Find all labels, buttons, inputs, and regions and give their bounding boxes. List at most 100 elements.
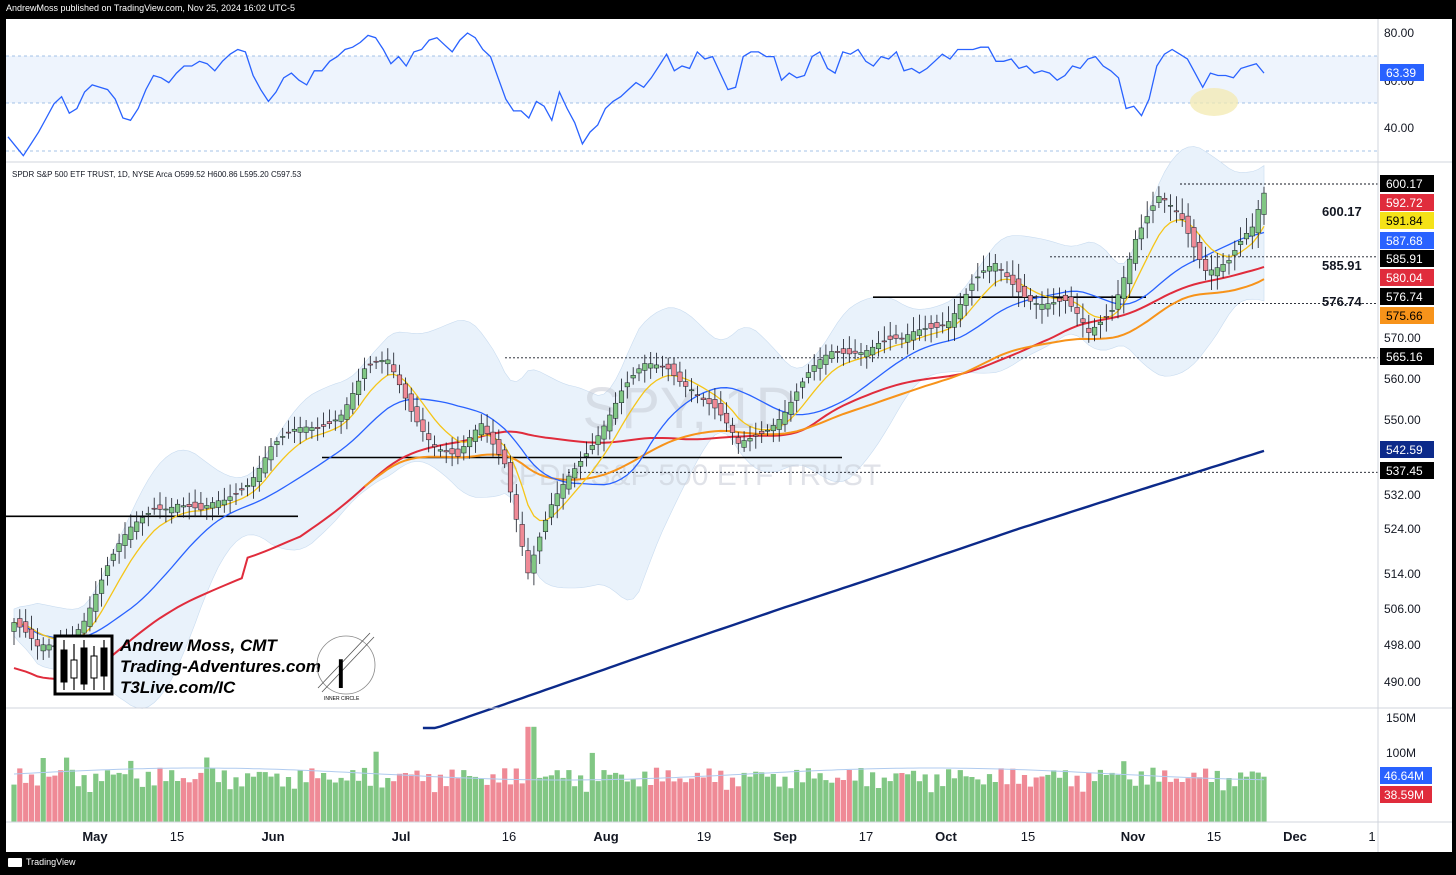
volume-bar: [1033, 777, 1039, 822]
price-tag: 600.17: [1380, 175, 1434, 192]
candle: [262, 446, 268, 478]
volume-bar: [420, 781, 426, 822]
candle: [198, 492, 204, 516]
volume-bar: [496, 782, 502, 822]
volume-bar: [309, 768, 315, 822]
candle: [87, 596, 93, 632]
candle: [981, 255, 987, 279]
volume-bar: [227, 789, 233, 822]
candle: [642, 354, 648, 383]
price-tick: 560.00: [1384, 372, 1421, 386]
tradingview-logo-icon: [8, 857, 22, 867]
candle: [671, 357, 677, 386]
volume-bar: [595, 781, 601, 822]
candle: [531, 545, 537, 586]
x-axis: May 15 Jun Jul 16 Aug 19 Sep 17 Oct 15 Nov 15 Dec 1: [82, 829, 1375, 844]
volume-bar: [700, 777, 706, 822]
candle: [23, 609, 29, 638]
volume-bar: [1179, 782, 1185, 822]
candle: [443, 442, 449, 464]
sma21-line: [13, 231, 1265, 640]
volume-bar: [1010, 768, 1016, 822]
candle: [858, 343, 864, 366]
volume-bar: [1016, 783, 1022, 822]
volume-bar: [677, 778, 683, 822]
candle: [560, 473, 566, 510]
price-axis-ticks: 570.00 560.00 550.00 532.00 524.00 514.00 506.…: [1384, 331, 1421, 689]
volume-bar: [75, 786, 81, 822]
candle: [356, 368, 362, 406]
x-tick: Jun: [261, 829, 284, 844]
volume-bar: [17, 768, 23, 822]
volume-bar: [350, 770, 356, 822]
candle: [607, 407, 613, 440]
volume-bar: [788, 788, 794, 822]
volume-bar: [34, 785, 40, 822]
candle: [864, 345, 870, 369]
volume-bar: [507, 784, 514, 822]
volume-bar: [280, 786, 286, 822]
candle: [186, 492, 192, 520]
volume-bar: [910, 770, 917, 822]
candle: [992, 254, 998, 287]
volume-bar: [537, 777, 543, 822]
candle: [741, 431, 747, 452]
volume-bar: [180, 778, 186, 822]
candle: [946, 306, 952, 342]
volume-bar: [502, 768, 508, 822]
candle: [221, 487, 227, 513]
volume-bar: [157, 767, 163, 822]
candle: [1150, 191, 1156, 224]
candle: [151, 497, 157, 515]
candle: [852, 339, 858, 360]
candle: [601, 420, 607, 452]
candle: [245, 478, 251, 497]
svg-text:592.72: 592.72: [1386, 196, 1423, 210]
volume-bar: [379, 787, 385, 822]
candle: [285, 420, 292, 439]
x-tick: 17: [859, 829, 873, 844]
candle: [513, 484, 519, 533]
volume-bar: [940, 786, 946, 822]
candle: [986, 252, 993, 284]
price-tag: 591.84: [1380, 212, 1434, 229]
candle: [934, 314, 940, 338]
candle: [332, 410, 338, 431]
candle: [519, 511, 525, 556]
candle: [145, 506, 151, 527]
price-tag: 576.74: [1380, 288, 1434, 305]
vol-tag-1: [1380, 767, 1432, 784]
volume-bar: [490, 774, 496, 822]
volume-bar: [321, 773, 327, 822]
volume-bar: [653, 767, 660, 822]
candle: [881, 326, 887, 354]
volume-bar: [905, 774, 911, 822]
candle: [969, 274, 975, 306]
candle: [835, 345, 841, 363]
candle: [210, 497, 216, 521]
candle: [122, 522, 128, 559]
volume-bar: [1027, 786, 1033, 822]
candle: [1214, 253, 1220, 290]
candle: [303, 420, 309, 440]
sma50-line: [13, 265, 1265, 681]
price-tag: 565.16: [1380, 348, 1434, 365]
candle: [344, 397, 350, 430]
candle: [280, 427, 286, 446]
candle: [1033, 295, 1039, 319]
candle: [928, 315, 934, 343]
candle: [496, 429, 502, 465]
volume-bar: [864, 786, 870, 822]
candle: [250, 466, 257, 499]
rsi-tick-40: 40.00: [1384, 121, 1414, 135]
candle: [274, 437, 280, 457]
candle: [17, 609, 23, 638]
candle: [1243, 218, 1250, 245]
candle: [554, 481, 560, 519]
candle: [1191, 219, 1197, 262]
price-axis-tags: 600.17 592.72 591.84 587.68 585.91 580.04 576.…: [1380, 175, 1434, 479]
candle: [350, 382, 356, 415]
volume-bar: [472, 776, 478, 822]
volume-bar: [759, 772, 765, 822]
symbol-legend: SPDR S&P 500 ETF TRUST, 1D, NYSE Arca O5…: [12, 170, 302, 179]
